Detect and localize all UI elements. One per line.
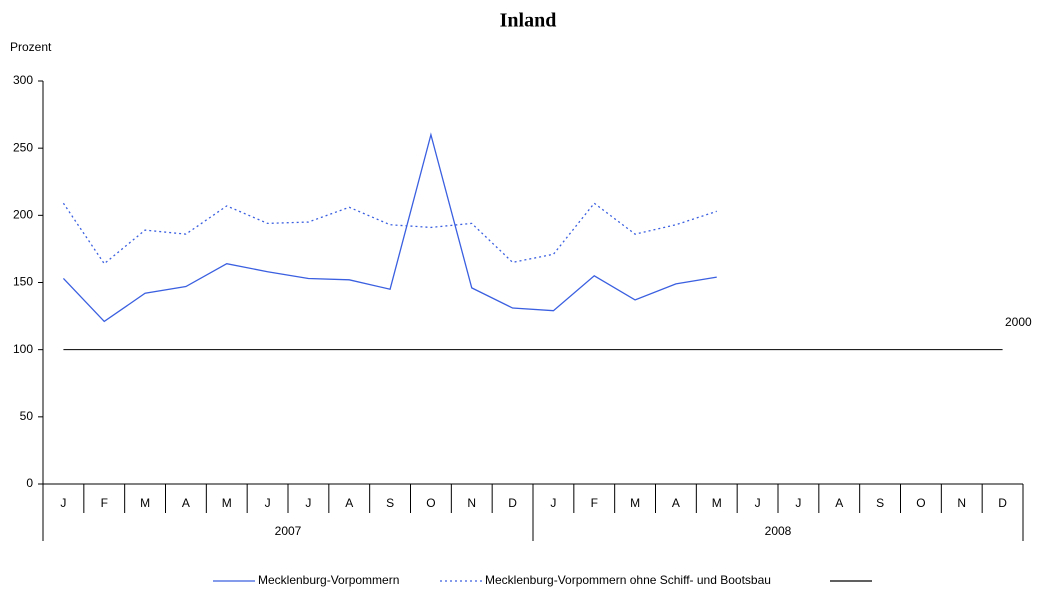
x-tick-label: A xyxy=(345,496,353,510)
x-tick-label: O xyxy=(426,496,435,510)
line-series xyxy=(62,132,717,323)
x-tick-label: J xyxy=(265,496,271,510)
group-label: 2007 xyxy=(275,524,302,538)
y-tick-label: 300 xyxy=(13,73,33,87)
x-tick-label: M xyxy=(222,496,232,510)
legend-label: Mecklenburg-Vorpommern xyxy=(258,573,399,587)
legend-label: Mecklenburg-Vorpommern ohne Schiff- und … xyxy=(485,573,771,587)
x-tick-label: M xyxy=(630,496,640,510)
x-tick-label: J xyxy=(60,496,66,510)
x-tick-label: N xyxy=(957,496,966,510)
line-series xyxy=(62,202,717,265)
x-tick-label: J xyxy=(550,496,556,510)
x-tick-label: A xyxy=(835,496,843,510)
x-tick-label: M xyxy=(712,496,722,510)
x-tick-label: F xyxy=(591,496,598,510)
x-tick-label: S xyxy=(386,496,394,510)
y-axis-label: Prozent xyxy=(10,40,52,54)
x-tick-label: J xyxy=(755,496,761,510)
x-tick-label: D xyxy=(508,496,517,510)
x-tick-label: O xyxy=(916,496,925,510)
y-tick-label: 200 xyxy=(13,208,33,222)
x-tick-label: J xyxy=(795,496,801,510)
y-tick-label: 100 xyxy=(13,342,33,356)
y-tick-label: 250 xyxy=(13,140,33,154)
x-tick-label: A xyxy=(182,496,190,510)
x-tick-label: D xyxy=(998,496,1007,510)
group-label: 2008 xyxy=(765,524,792,538)
x-tick-label: J xyxy=(305,496,311,510)
y-tick-label: 50 xyxy=(20,409,34,423)
annotation: 2000 xyxy=(1005,315,1032,329)
x-tick-label: A xyxy=(672,496,680,510)
x-tick-label: F xyxy=(101,496,108,510)
y-tick-label: 150 xyxy=(13,275,33,289)
chart-title: Inland xyxy=(500,10,557,32)
x-tick-label: S xyxy=(876,496,884,510)
x-tick-label: N xyxy=(467,496,476,510)
x-tick-label: M xyxy=(140,496,150,510)
y-tick-label: 0 xyxy=(26,476,33,490)
